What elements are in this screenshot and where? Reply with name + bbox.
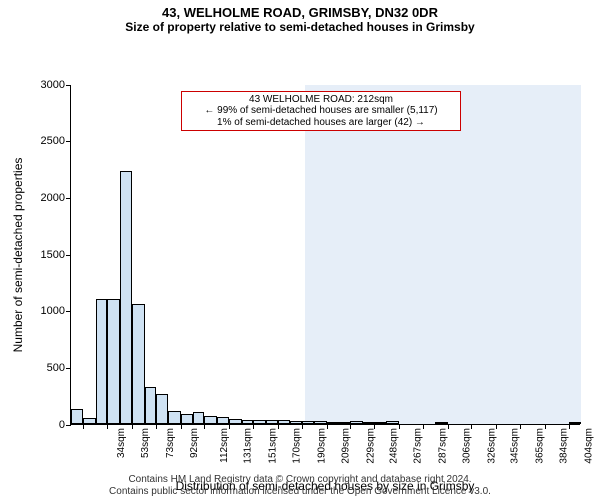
histogram-bar [217,417,229,424]
y-tick-label: 3000 [41,79,71,91]
x-tick-label: 73sqm [165,428,176,458]
histogram-bar [193,412,204,423]
x-tick-label: 151sqm [268,428,279,464]
x-tick-label: 131sqm [243,428,254,464]
x-tick-label: 92sqm [189,428,200,458]
x-tick-mark [83,424,84,429]
histogram-bar [253,420,265,423]
x-tick-label: 34sqm [116,428,127,458]
chart-title: 43, WELHOLME ROAD, GRIMSBY, DN32 0DR [0,0,600,21]
x-tick-label: 287sqm [438,428,449,464]
x-tick-label: 112sqm [219,428,230,463]
histogram-bar [350,421,362,423]
chart-container: { "title": "43, WELHOLME ROAD, GRIMSBY, … [0,0,600,500]
chart-footer: Contains HM Land Registry data © Crown c… [0,474,600,498]
x-tick-label: 209sqm [340,428,351,464]
y-tick-label: 1000 [41,305,71,317]
x-tick-mark [520,424,521,429]
x-tick-mark [496,424,497,429]
x-tick-mark [181,424,182,429]
y-tick-label: 0 [59,419,71,431]
histogram-bar [83,418,95,424]
annotation-box: 43 WELHOLME ROAD: 212sqm← 99% of semi-de… [181,91,461,132]
y-tick-label: 500 [47,362,71,374]
x-tick-mark [253,424,254,429]
x-tick-label: 53sqm [140,428,151,458]
x-tick-mark [448,424,449,429]
histogram-bar [374,422,386,424]
histogram-bar [204,416,216,423]
x-tick-mark [327,424,328,429]
x-tick-label: 326sqm [486,428,497,464]
x-tick-mark [132,424,133,429]
x-tick-label: 306sqm [461,428,472,464]
histogram-bar [569,422,581,424]
histogram-bar [338,422,350,424]
histogram-bar [71,409,83,424]
x-tick-mark [471,424,472,429]
x-tick-mark [278,424,279,429]
x-tick-label: 267sqm [413,428,424,464]
x-tick-label: 190sqm [317,428,328,464]
annotation-line: 43 WELHOLME ROAD: 212sqm [188,94,454,106]
x-tick-mark [229,424,230,429]
highlight-region [305,85,581,424]
histogram-bar [96,299,107,424]
histogram-bar [120,171,132,424]
x-tick-mark [423,424,424,429]
histogram-bar [266,420,278,424]
chart-subtitle: Size of property relative to semi-detach… [0,21,600,39]
y-tick-label: 2000 [41,192,71,204]
histogram-bar [145,387,156,423]
histogram-bar [327,422,338,424]
x-tick-label: 229sqm [365,428,376,464]
x-tick-mark [374,424,375,429]
histogram-bar [278,420,290,423]
annotation-line: 1% of semi-detached houses are larger (4… [188,117,454,129]
annotation-line: ← 99% of semi-detached houses are smalle… [188,105,454,117]
x-tick-mark [350,424,351,429]
x-tick-mark [399,424,400,429]
histogram-bar [290,421,301,423]
histogram-bar [132,304,144,424]
histogram-bar [435,422,447,424]
histogram-bar [156,394,168,423]
y-tick-label: 1500 [41,249,71,261]
x-tick-label: 170sqm [292,428,303,464]
x-tick-mark [156,424,157,429]
x-tick-mark [545,424,546,429]
histogram-bar [302,421,314,424]
x-tick-label: 365sqm [535,428,546,464]
histogram-bar [168,411,180,423]
x-tick-mark [569,424,570,429]
plot-area: 05001000150020002500300034sqm53sqm73sqm9… [70,85,580,425]
x-tick-label: 248sqm [389,428,400,464]
x-tick-mark [107,424,108,429]
histogram-bar [242,420,253,424]
y-axis-label: Number of semi-detached properties [11,157,25,352]
histogram-bar [363,422,374,424]
y-tick-label: 2500 [41,135,71,147]
footer-line-1: Contains HM Land Registry data © Crown c… [0,474,600,486]
footer-line-2: Contains public sector information licen… [0,486,600,498]
x-tick-label: 384sqm [558,428,569,464]
x-tick-mark [302,424,303,429]
histogram-bar [107,299,119,424]
x-tick-mark [204,424,205,429]
histogram-bar [229,419,241,424]
x-tick-label: 404sqm [583,428,594,464]
histogram-bar [386,421,398,424]
x-tick-label: 345sqm [510,428,521,464]
histogram-bar [181,414,193,424]
histogram-bar [314,421,326,424]
